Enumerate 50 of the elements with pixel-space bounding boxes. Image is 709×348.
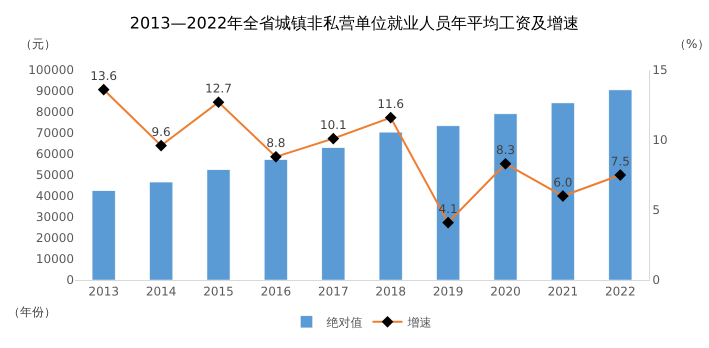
y-tick-label: 90000 [36,84,74,98]
y-tick-label: 60000 [36,147,74,162]
x-tick-label: 2013 [88,284,119,298]
x-tick-label: 2018 [375,284,406,298]
x-axis-title: （年份） [8,305,56,319]
data-label: 12.7 [205,82,232,96]
bar [436,126,460,280]
x-tick-label: 2019 [432,284,464,298]
data-label: 6.0 [553,175,572,190]
data-label: 11.6 [377,96,404,111]
x-tick-label: 2017 [318,284,349,298]
chart-title: 2013—2022年全省城镇非私营单位就业人员年平均工资及增速 [130,14,580,33]
bar [378,132,402,280]
data-label: 10.1 [320,118,347,132]
x-tick-label: 2022 [605,284,636,298]
x-tick-label: 2015 [203,284,234,298]
y-tick-label: 50000 [36,168,74,182]
y2-tick-label: 0 [652,273,660,288]
bar [264,159,288,280]
data-label: 9.6 [152,124,171,139]
y-tick-label: 0 [66,273,74,288]
y2-axis-title: （%） [674,37,709,51]
bar [206,170,230,280]
bar [322,147,346,280]
y-tick-label: 30000 [36,210,74,224]
y2-tick-label: 10 [652,133,668,148]
data-label: 7.5 [610,154,630,168]
x-tick-label: 2021 [548,284,578,298]
legend-label: 增速 [406,315,432,330]
y-tick-label: 10000 [36,252,74,266]
legend-label: 绝对值 [326,315,362,330]
data-label: 13.6 [90,68,118,83]
y-tick-label: 20000 [36,231,74,246]
data-label: 8.3 [496,143,516,158]
y-axis-title: （元） [20,37,56,51]
bar [149,182,173,280]
bar [494,114,518,280]
x-tick-label: 2016 [260,284,292,298]
data-label: 8.8 [266,136,286,150]
bar [92,190,116,280]
bar [608,90,632,280]
y-tick-label: 70000 [36,126,74,140]
y-tick-label: 100000 [28,63,74,78]
x-tick-label: 2014 [146,284,176,298]
bar [551,102,575,280]
y2-tick-label: 5 [652,203,660,218]
x-tick-label: 2020 [490,284,521,298]
y-tick-label: 80000 [36,105,74,120]
y-tick-label: 40000 [36,189,74,204]
y2-tick-label: 15 [652,63,668,78]
